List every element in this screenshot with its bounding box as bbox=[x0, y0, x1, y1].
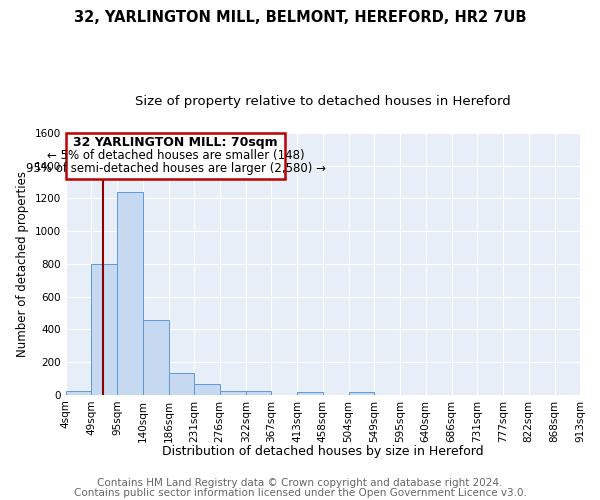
Bar bbox=[220, 390, 245, 394]
Text: 95% of semi-detached houses are larger (2,580) →: 95% of semi-detached houses are larger (… bbox=[26, 162, 326, 174]
FancyBboxPatch shape bbox=[66, 133, 285, 180]
Bar bbox=[245, 392, 271, 394]
Bar bbox=[117, 192, 143, 394]
Text: Contains HM Land Registry data © Crown copyright and database right 2024.: Contains HM Land Registry data © Crown c… bbox=[97, 478, 503, 488]
Text: ← 5% of detached houses are smaller (148): ← 5% of detached houses are smaller (148… bbox=[47, 148, 304, 162]
Bar bbox=[66, 390, 91, 394]
Bar bbox=[349, 392, 374, 394]
Bar bbox=[169, 374, 194, 394]
Title: Size of property relative to detached houses in Hereford: Size of property relative to detached ho… bbox=[135, 95, 511, 108]
X-axis label: Distribution of detached houses by size in Hereford: Distribution of detached houses by size … bbox=[162, 444, 484, 458]
Text: 32 YARLINGTON MILL: 70sqm: 32 YARLINGTON MILL: 70sqm bbox=[73, 136, 278, 148]
Bar bbox=[297, 392, 323, 394]
Bar bbox=[143, 320, 169, 394]
Text: Contains public sector information licensed under the Open Government Licence v3: Contains public sector information licen… bbox=[74, 488, 526, 498]
Bar bbox=[194, 384, 220, 394]
Text: 32, YARLINGTON MILL, BELMONT, HEREFORD, HR2 7UB: 32, YARLINGTON MILL, BELMONT, HEREFORD, … bbox=[74, 10, 526, 25]
Bar bbox=[91, 264, 117, 394]
Y-axis label: Number of detached properties: Number of detached properties bbox=[16, 171, 29, 357]
